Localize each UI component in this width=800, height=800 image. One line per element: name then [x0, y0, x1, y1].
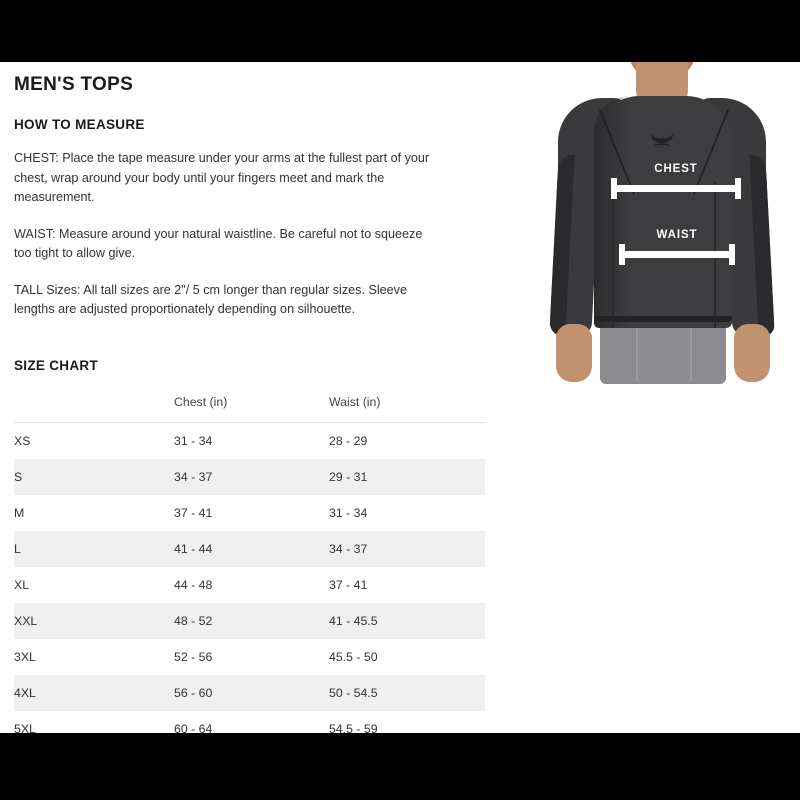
model-shorts-seam-right [690, 324, 692, 382]
model-side-seam-left [612, 182, 614, 328]
waist-measurement-label: WAIST [656, 229, 698, 241]
cell-waist: 54.5 - 59 [329, 710, 485, 733]
size-chart-table: Chest (in) Waist (in) XS 31 - 34 28 - 29… [14, 388, 485, 733]
model-shorts-seam-left [636, 324, 638, 382]
table-row: XL 44 - 48 37 - 41 [14, 567, 485, 603]
cell-waist: 29 - 31 [329, 458, 485, 495]
cell-size: L [14, 530, 174, 567]
chest-instructions: CHEST: Place the tape measure under your… [14, 151, 430, 204]
cell-chest: 44 - 48 [174, 577, 213, 592]
measurement-illustration: CHEST WAIST [524, 62, 800, 384]
size-guide-content: MEN'S TOPS HOW TO MEASURE CHEST: Place t… [0, 62, 800, 733]
cell-waist: 31 - 34 [329, 505, 368, 520]
cell-chest: 37 - 41 [174, 505, 213, 520]
table-header-row: Chest (in) Waist (in) [14, 388, 485, 423]
table-row: M 37 - 41 31 - 34 [14, 495, 485, 531]
cell-waist: 34 - 37 [329, 530, 485, 567]
cell-chest: 48 - 52 [174, 602, 329, 639]
cell-waist: 37 - 41 [329, 577, 368, 592]
column-header-waist: Waist (in) [329, 388, 485, 423]
table-row: L 41 - 44 34 - 37 [14, 530, 485, 567]
cell-size: XL [14, 577, 30, 592]
cell-chest: 52 - 56 [174, 649, 213, 664]
cell-chest: 31 - 34 [174, 433, 213, 448]
cell-waist: 41 - 45.5 [329, 602, 485, 639]
cell-waist: 45.5 - 50 [329, 649, 378, 664]
cell-size: M [14, 505, 25, 520]
model-hand-left [556, 324, 592, 382]
waist-instructions: WAIST: Measure around your natural waist… [14, 226, 423, 261]
cell-waist: 28 - 29 [329, 433, 368, 448]
letterbox-top [0, 0, 800, 62]
cell-chest: 60 - 64 [174, 710, 329, 733]
cell-size: XS [14, 433, 31, 448]
cell-waist: 50 - 54.5 [329, 674, 485, 711]
chest-measurement-cap-left [611, 178, 617, 199]
cell-chest: 41 - 44 [174, 530, 329, 567]
cell-size: 5XL [14, 710, 174, 733]
waist-measurement-cap-left [619, 244, 625, 265]
table-row: XXL 48 - 52 41 - 45.5 [14, 602, 485, 639]
model-shirt-hem [594, 316, 732, 322]
table-row: 4XL 56 - 60 50 - 54.5 [14, 674, 485, 711]
cell-size: 4XL [14, 674, 174, 711]
table-row: XS 31 - 34 28 - 29 [14, 422, 485, 459]
waist-measurement-cap-right [729, 244, 735, 265]
tall-sizes-instructions: TALL Sizes: All tall sizes are 2"/ 5 cm … [14, 282, 407, 317]
table-row: S 34 - 37 29 - 31 [14, 458, 485, 495]
cell-size: XXL [14, 602, 174, 639]
column-header-size [14, 388, 174, 423]
table-row: 3XL 52 - 56 45.5 - 50 [14, 639, 485, 675]
how-to-measure-heading: HOW TO MEASURE [14, 117, 145, 132]
size-chart-heading: SIZE CHART [14, 357, 98, 373]
chest-measurement-bar [613, 185, 739, 192]
page-title: MEN'S TOPS [14, 74, 134, 95]
table-row: 5XL 60 - 64 54.5 - 59 [14, 710, 485, 733]
cell-size: S [14, 458, 174, 495]
size-guide-text-column: MEN'S TOPS HOW TO MEASURE CHEST: Place t… [14, 62, 514, 733]
table-body: XS 31 - 34 28 - 29 S 34 - 37 29 - 31 M 3… [14, 422, 485, 733]
waist-measurement-bar [621, 251, 733, 258]
chest-measurement-cap-right [735, 178, 741, 199]
cell-chest: 34 - 37 [174, 458, 329, 495]
cell-chest: 56 - 60 [174, 674, 329, 711]
table-header: Chest (in) Waist (in) [14, 388, 485, 423]
cell-size: 3XL [14, 649, 36, 664]
brand-logo-icon [647, 133, 677, 147]
model-shorts [600, 320, 726, 384]
letterbox-bottom [0, 733, 800, 800]
chest-measurement-label: CHEST [654, 163, 698, 175]
model-hand-right [734, 324, 770, 382]
column-header-chest: Chest (in) [174, 388, 329, 423]
